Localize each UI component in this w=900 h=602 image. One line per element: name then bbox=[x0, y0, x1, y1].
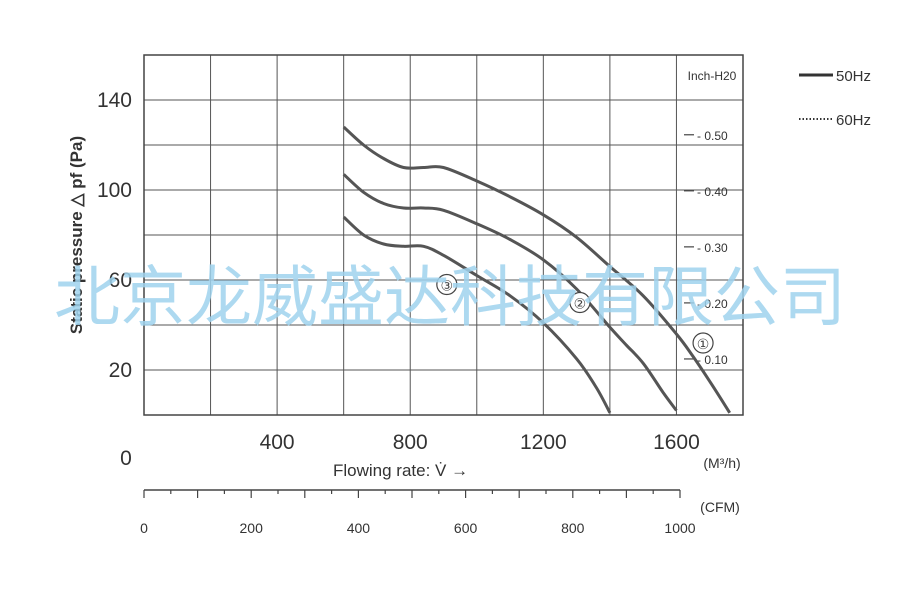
x2-tick-label: 600 bbox=[454, 520, 478, 536]
x2-tick-label: 1000 bbox=[664, 520, 695, 536]
series-line-3 bbox=[342, 215, 612, 414]
x2-tick-label: 200 bbox=[240, 520, 264, 536]
x-tick-label: 800 bbox=[393, 431, 428, 454]
series-marker-label: ② bbox=[574, 297, 587, 313]
y2-tick-label: - 0.10 bbox=[697, 353, 728, 367]
y2-unit-label: Inch-H20 bbox=[688, 69, 737, 83]
x-tick-label: 1600 bbox=[653, 431, 700, 454]
x2-unit-label: (CFM) bbox=[700, 499, 740, 515]
series-line-1 bbox=[342, 125, 731, 414]
series-marker-circle bbox=[436, 273, 458, 296]
x-tick-label: 400 bbox=[260, 431, 295, 454]
series-marker-circle bbox=[569, 291, 591, 314]
legend: 50Hz 60Hz bbox=[799, 68, 871, 129]
y2-tick-label: - 0.40 bbox=[697, 185, 728, 199]
series-marker-label: ① bbox=[697, 337, 710, 353]
x2-tick-label: 0 bbox=[140, 520, 148, 536]
y2-tick-label: - 0.30 bbox=[697, 241, 728, 255]
x2-tick-label: 400 bbox=[347, 520, 371, 536]
y-axis-label: Static pressure △ pf (Pa) bbox=[67, 136, 86, 334]
x-tick-label: 1200 bbox=[520, 431, 567, 454]
x2-axis: 0 200 400 600 800 1000 bbox=[140, 489, 696, 536]
y-ticks: 20 60 100 140 bbox=[97, 89, 132, 382]
y-tick-label: 100 bbox=[97, 179, 132, 202]
watermark: 北京龙威盛达科技有限公司 bbox=[54, 259, 846, 336]
series-markers: ① ② ③ bbox=[436, 273, 714, 354]
y-tick-label: 140 bbox=[97, 89, 132, 112]
series-marker-label: ③ bbox=[441, 279, 454, 295]
y2-tick-label: - 0.20 bbox=[697, 297, 728, 311]
x-tick-label: 0 bbox=[120, 447, 132, 470]
x-unit-label: (M³/h) bbox=[703, 455, 740, 471]
x2-tick-label: 800 bbox=[561, 520, 585, 536]
grid bbox=[144, 55, 743, 415]
y-tick-label: 60 bbox=[109, 269, 132, 292]
x-ticks: 0 400 800 1200 1600 bbox=[120, 431, 700, 470]
series-marker-circle bbox=[692, 332, 714, 354]
y2-ticks: - 0.10 - 0.20 - 0.30 - 0.40 - 0.50 bbox=[684, 129, 728, 367]
y2-tick-label: - 0.50 bbox=[697, 129, 728, 143]
series-lines bbox=[342, 125, 731, 414]
y-tick-label: 20 bbox=[109, 359, 132, 382]
series-line-2 bbox=[342, 173, 678, 412]
x-axis-label: Flowing rate: V̇ → bbox=[333, 461, 468, 480]
legend-label: 50Hz bbox=[836, 68, 871, 85]
legend-label: 60Hz bbox=[836, 112, 871, 129]
plot-frame bbox=[143, 54, 744, 416]
